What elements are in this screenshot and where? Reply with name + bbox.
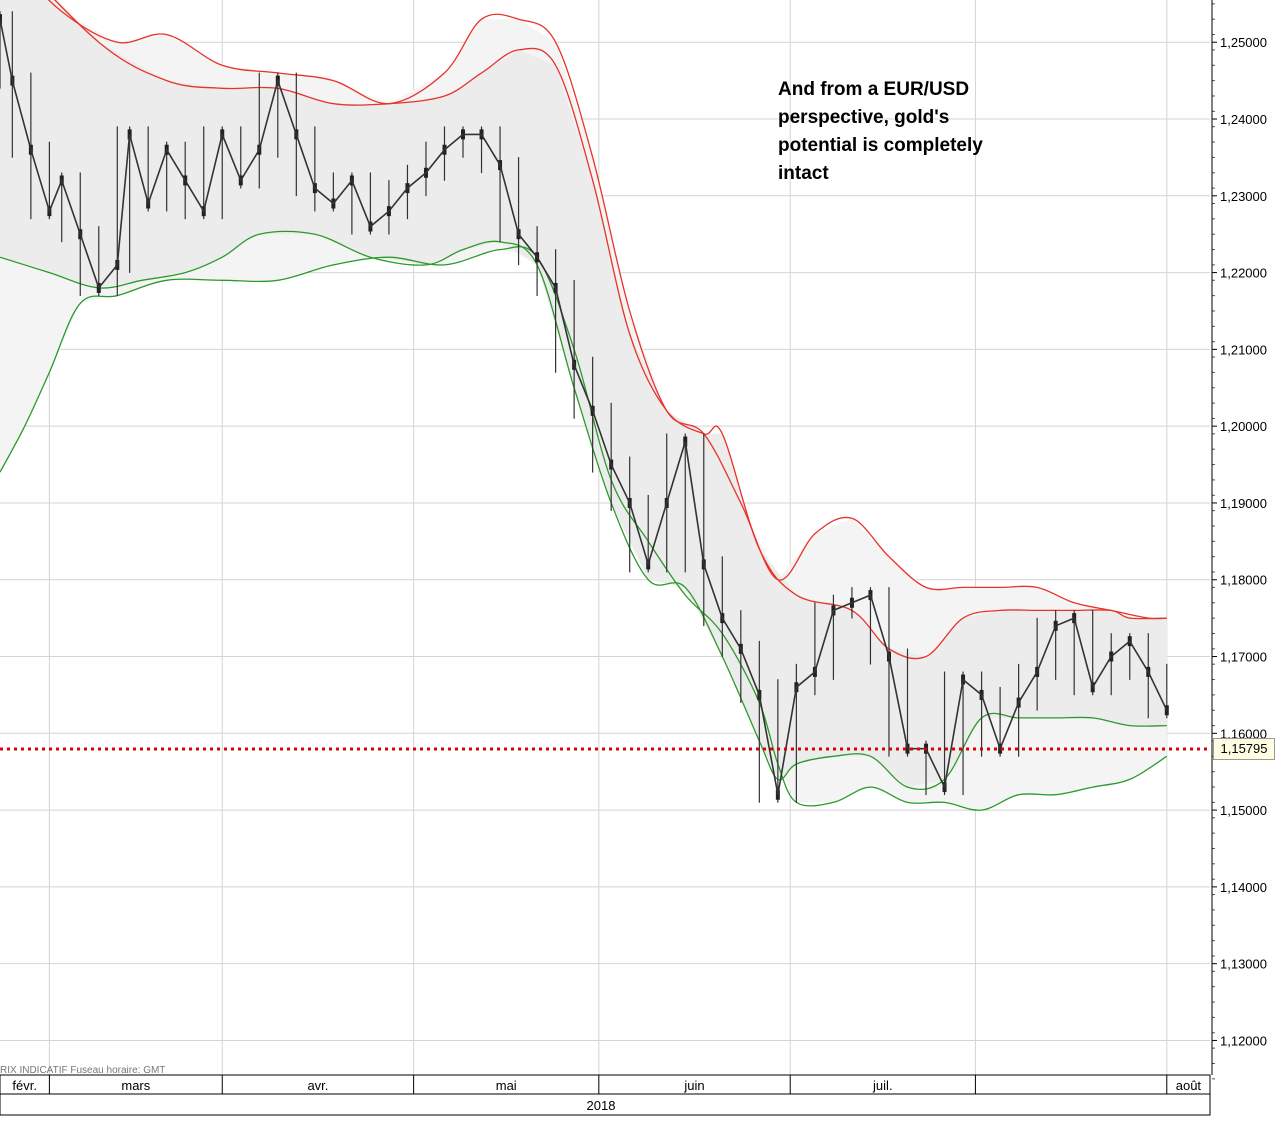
x-tick-label: févr.	[12, 1078, 37, 1093]
x-tick-label: juil.	[872, 1078, 893, 1093]
y-tick-label: 1,20000	[1220, 419, 1267, 434]
inner-upper-band-line	[53, 0, 1167, 660]
y-tick-label: 1,16000	[1220, 726, 1267, 741]
year-label: 2018	[587, 1098, 616, 1113]
y-tick-label: 1,17000	[1220, 650, 1267, 665]
outer-upper-band-line	[47, 0, 1167, 620]
footer-text: RIX INDICATIF Fuseau horaire: GMT	[0, 1065, 165, 1076]
band-lines	[0, 0, 1168, 811]
y-tick-label: 1,15000	[1220, 803, 1267, 818]
x-tick-label: mars	[121, 1078, 150, 1093]
inner-band-fill	[0, 0, 1167, 788]
y-tick-label: 1,13000	[1220, 957, 1267, 972]
price-candle	[0, 14, 2, 25]
x-tick-label: août	[1176, 1078, 1202, 1093]
price-line	[0, 19, 1168, 795]
x-tick-label: juin	[683, 1078, 704, 1093]
y-tick-label: 1,24000	[1220, 112, 1267, 127]
y-tick-label: 1,21000	[1220, 342, 1267, 357]
x-tick-label: mai	[496, 1078, 517, 1093]
x-axis-strip	[0, 1074, 1211, 1116]
y-tick-label: 1,23000	[1220, 189, 1267, 204]
outer-lower-band-line	[0, 246, 1168, 811]
x-tick-label: avr.	[307, 1078, 328, 1093]
band-fill	[0, 0, 1167, 811]
x-axis: févr. mars avr. mai juin juil. août 2018	[0, 1074, 1211, 1116]
y-tick-label: 1,19000	[1220, 496, 1267, 511]
y-tick-label: 1,18000	[1220, 573, 1267, 588]
inner-lower-band-line	[0, 230, 1167, 791]
y-tick-label: 1,22000	[1220, 266, 1267, 281]
last-price-label: 1,15795	[1213, 738, 1275, 760]
y-tick-label: 1,12000	[1220, 1033, 1267, 1048]
y-axis: 1,25000 1,24000 1,23000 1,22000 1,21000 1,200…	[1211, 0, 1267, 1080]
price-series	[0, 11, 1169, 803]
chart-annotation: And from a EUR/USD perspective, gold's p…	[778, 79, 983, 184]
y-tick-label: 1,14000	[1220, 880, 1267, 895]
y-tick-label: 1,25000	[1220, 35, 1267, 50]
